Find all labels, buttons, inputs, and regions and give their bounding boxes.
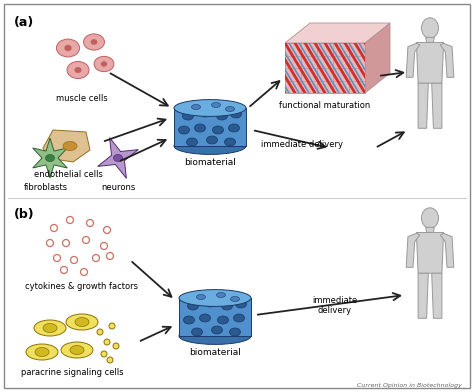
Text: (b): (b) xyxy=(14,208,35,221)
Ellipse shape xyxy=(66,314,98,330)
Ellipse shape xyxy=(179,328,251,345)
Ellipse shape xyxy=(94,56,114,72)
Ellipse shape xyxy=(204,299,216,307)
Ellipse shape xyxy=(212,126,224,134)
Text: endothelial cells: endothelial cells xyxy=(34,170,102,179)
Ellipse shape xyxy=(229,328,240,336)
Polygon shape xyxy=(440,233,454,267)
Ellipse shape xyxy=(74,67,82,73)
Ellipse shape xyxy=(236,300,246,308)
Polygon shape xyxy=(285,23,390,43)
Text: fibroblasts: fibroblasts xyxy=(24,183,68,192)
Ellipse shape xyxy=(182,112,193,120)
Ellipse shape xyxy=(101,61,107,67)
Ellipse shape xyxy=(211,102,220,107)
Polygon shape xyxy=(418,83,428,128)
Text: Current Opinion in Biotechnology: Current Opinion in Biotechnology xyxy=(357,383,462,388)
Text: muscle cells: muscle cells xyxy=(56,94,108,103)
Ellipse shape xyxy=(61,342,93,358)
Polygon shape xyxy=(98,138,138,178)
Polygon shape xyxy=(432,83,442,128)
Ellipse shape xyxy=(191,328,202,336)
Ellipse shape xyxy=(174,100,246,116)
Ellipse shape xyxy=(225,138,236,146)
Ellipse shape xyxy=(63,142,77,151)
Ellipse shape xyxy=(200,314,210,322)
Ellipse shape xyxy=(234,314,245,322)
Ellipse shape xyxy=(230,296,239,301)
Text: neurons: neurons xyxy=(101,183,135,192)
Ellipse shape xyxy=(67,62,89,78)
Ellipse shape xyxy=(217,292,226,298)
Polygon shape xyxy=(43,130,90,162)
Ellipse shape xyxy=(113,154,122,162)
Ellipse shape xyxy=(75,318,89,327)
Ellipse shape xyxy=(35,347,49,356)
Ellipse shape xyxy=(179,126,190,134)
Ellipse shape xyxy=(101,351,107,357)
Ellipse shape xyxy=(186,138,198,146)
Ellipse shape xyxy=(183,316,194,324)
Text: biomaterial: biomaterial xyxy=(184,158,236,167)
Ellipse shape xyxy=(217,112,228,120)
FancyBboxPatch shape xyxy=(174,108,246,146)
Text: biomaterial: biomaterial xyxy=(189,348,241,357)
Polygon shape xyxy=(406,43,420,77)
Ellipse shape xyxy=(200,109,210,117)
Ellipse shape xyxy=(421,208,438,228)
Ellipse shape xyxy=(179,290,251,307)
Text: functional maturation: functional maturation xyxy=(279,101,371,110)
Ellipse shape xyxy=(26,344,58,360)
Text: immediate
delivery: immediate delivery xyxy=(312,296,357,316)
FancyBboxPatch shape xyxy=(179,298,251,336)
Ellipse shape xyxy=(230,110,241,118)
Ellipse shape xyxy=(104,339,110,345)
Ellipse shape xyxy=(70,345,84,354)
Ellipse shape xyxy=(207,136,218,144)
Ellipse shape xyxy=(221,302,233,310)
Polygon shape xyxy=(426,37,434,42)
Ellipse shape xyxy=(34,320,66,336)
Ellipse shape xyxy=(197,294,206,299)
Ellipse shape xyxy=(56,39,80,57)
Ellipse shape xyxy=(83,34,104,50)
Polygon shape xyxy=(365,23,390,93)
Ellipse shape xyxy=(64,45,72,51)
Ellipse shape xyxy=(97,329,103,335)
Polygon shape xyxy=(416,232,444,273)
Ellipse shape xyxy=(218,316,228,324)
Ellipse shape xyxy=(194,124,206,132)
Polygon shape xyxy=(426,227,434,232)
Polygon shape xyxy=(418,273,428,318)
Ellipse shape xyxy=(91,39,97,45)
Ellipse shape xyxy=(174,138,246,154)
Text: immediate delivery: immediate delivery xyxy=(261,140,343,149)
Ellipse shape xyxy=(191,105,201,109)
Ellipse shape xyxy=(46,154,55,162)
Text: cytokines & growth factors: cytokines & growth factors xyxy=(26,282,138,291)
Ellipse shape xyxy=(188,302,199,310)
Polygon shape xyxy=(33,138,67,178)
Polygon shape xyxy=(432,273,442,318)
Ellipse shape xyxy=(421,18,438,38)
Ellipse shape xyxy=(226,107,235,111)
Polygon shape xyxy=(440,43,454,77)
Ellipse shape xyxy=(107,357,113,363)
Ellipse shape xyxy=(228,124,239,132)
Ellipse shape xyxy=(113,343,119,349)
Ellipse shape xyxy=(43,323,57,332)
Polygon shape xyxy=(416,42,444,83)
Text: paracrine signaling cells: paracrine signaling cells xyxy=(21,368,123,377)
Polygon shape xyxy=(406,233,420,267)
Text: (a): (a) xyxy=(14,16,34,29)
Ellipse shape xyxy=(109,323,115,329)
Ellipse shape xyxy=(211,326,222,334)
Polygon shape xyxy=(285,43,365,93)
